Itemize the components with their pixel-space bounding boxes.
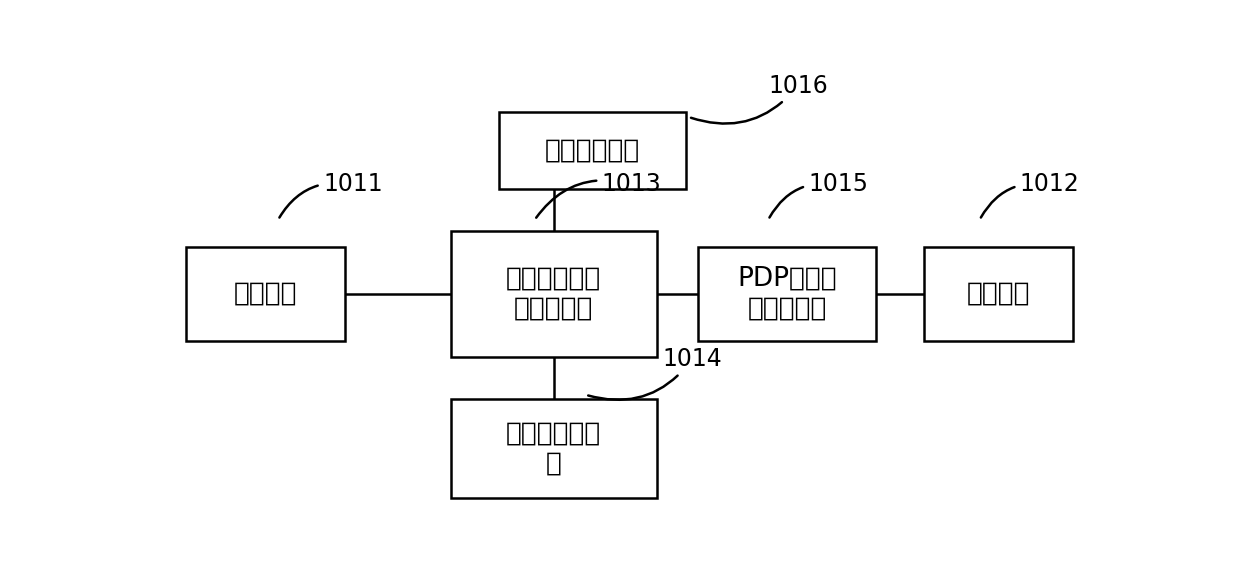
Text: 接收模块: 接收模块 bbox=[234, 281, 298, 307]
Bar bbox=[186, 247, 345, 341]
Bar bbox=[450, 231, 657, 357]
Text: 1012: 1012 bbox=[981, 172, 1080, 218]
Bar bbox=[498, 112, 686, 189]
Text: 协议转换模块: 协议转换模块 bbox=[544, 137, 640, 164]
Text: PDP上下文
代理子模块: PDP上下文 代理子模块 bbox=[738, 266, 837, 322]
Text: 发送模块: 发送模块 bbox=[967, 281, 1030, 307]
Bar bbox=[450, 399, 657, 498]
Text: 1014: 1014 bbox=[588, 347, 722, 400]
Text: 无线局域网接
入控制模块: 无线局域网接 入控制模块 bbox=[506, 266, 601, 322]
Text: 1016: 1016 bbox=[691, 73, 828, 123]
Bar bbox=[924, 247, 1074, 341]
Text: 切换控制子模
块: 切换控制子模 块 bbox=[506, 421, 601, 477]
Text: 1015: 1015 bbox=[770, 172, 868, 218]
Text: 1011: 1011 bbox=[279, 172, 383, 218]
Bar bbox=[698, 247, 877, 341]
Text: 1013: 1013 bbox=[536, 172, 662, 218]
